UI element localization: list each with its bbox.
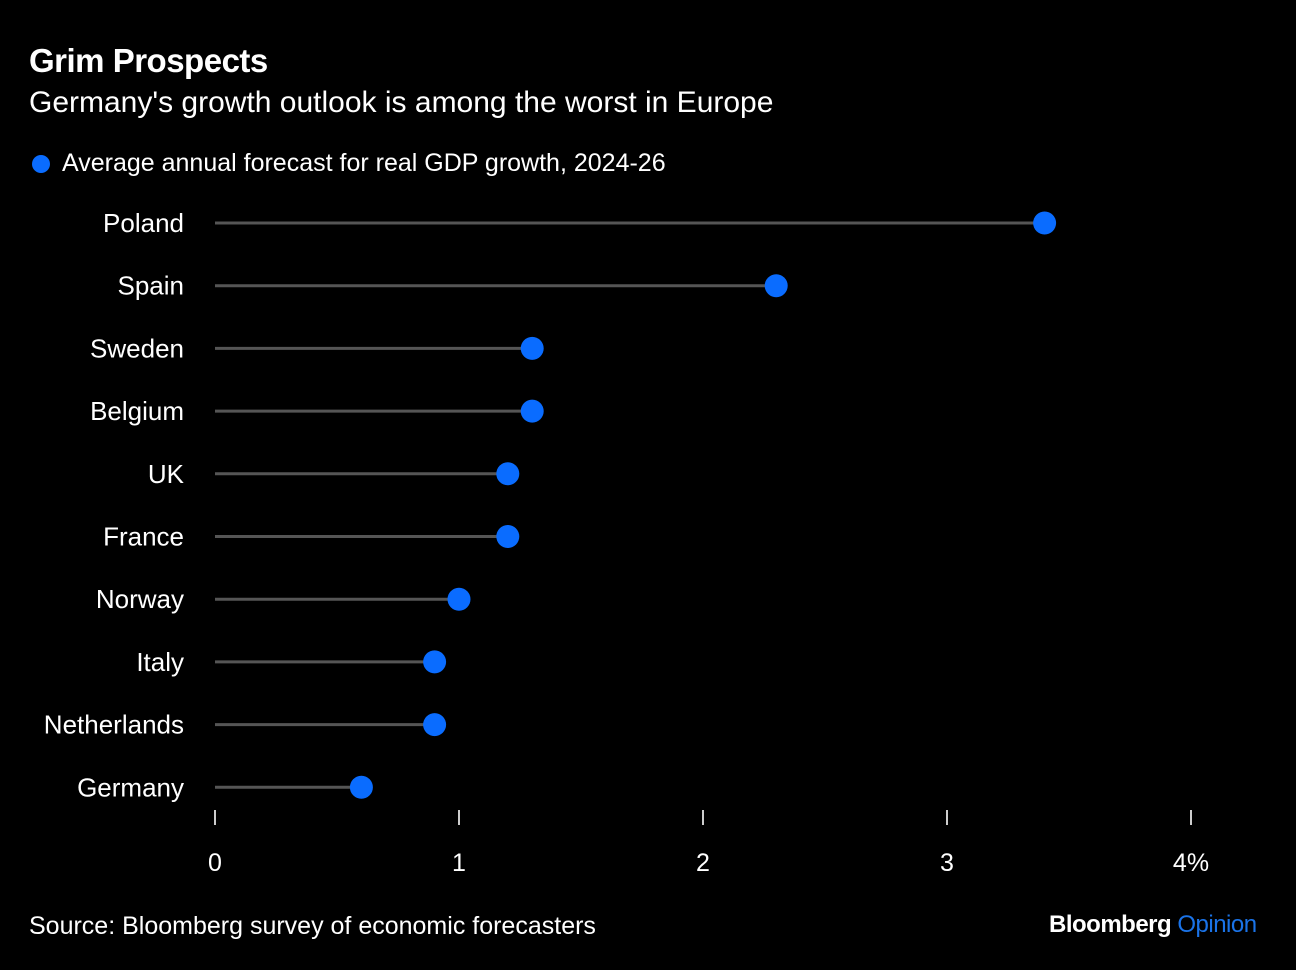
category-label: Spain [118,271,185,301]
category-label: Germany [77,772,184,802]
legend-label: Average annual forecast for real GDP gro… [62,149,666,177]
category-label: Italy [136,647,184,677]
category-label: Norway [96,584,184,614]
x-tick-label: 1 [452,849,466,877]
category-label: Belgium [90,396,184,426]
lollipop-dot [423,713,447,737]
logo-main: Bloomberg [1049,911,1172,938]
legend: Average annual forecast for real GDP gro… [32,149,666,178]
lollipop-dot [447,587,471,611]
lollipop-dot [423,650,447,674]
chart-title: Grim Prospects [29,42,268,79]
lollipop-dot [520,399,544,423]
lollipop-dot [520,336,544,360]
category-label: UK [148,459,185,489]
lollipop-dot [496,525,520,548]
category-label: Poland [103,208,184,238]
category-label: Sweden [90,333,184,363]
source-note: Source: Bloomberg survey of economic for… [29,912,596,940]
x-tick-label: 4% [1173,849,1209,877]
x-tick-label: 0 [208,849,222,877]
category-label: Netherlands [44,710,184,740]
x-tick-label: 2 [696,849,710,877]
legend-dot-icon [32,154,50,173]
lollipop-dot [1033,211,1057,235]
bloomberg-opinion-logo: Bloomberg Opinion [1049,911,1257,939]
chart-subtitle: Germany's growth outlook is among the wo… [29,86,774,119]
lollipop-dot [764,274,788,298]
lollipop-dot [349,775,373,799]
x-tick-label: 3 [940,849,954,877]
category-label: France [103,522,184,552]
logo-accent: Opinion [1177,911,1257,938]
lollipop-dot [496,462,520,486]
